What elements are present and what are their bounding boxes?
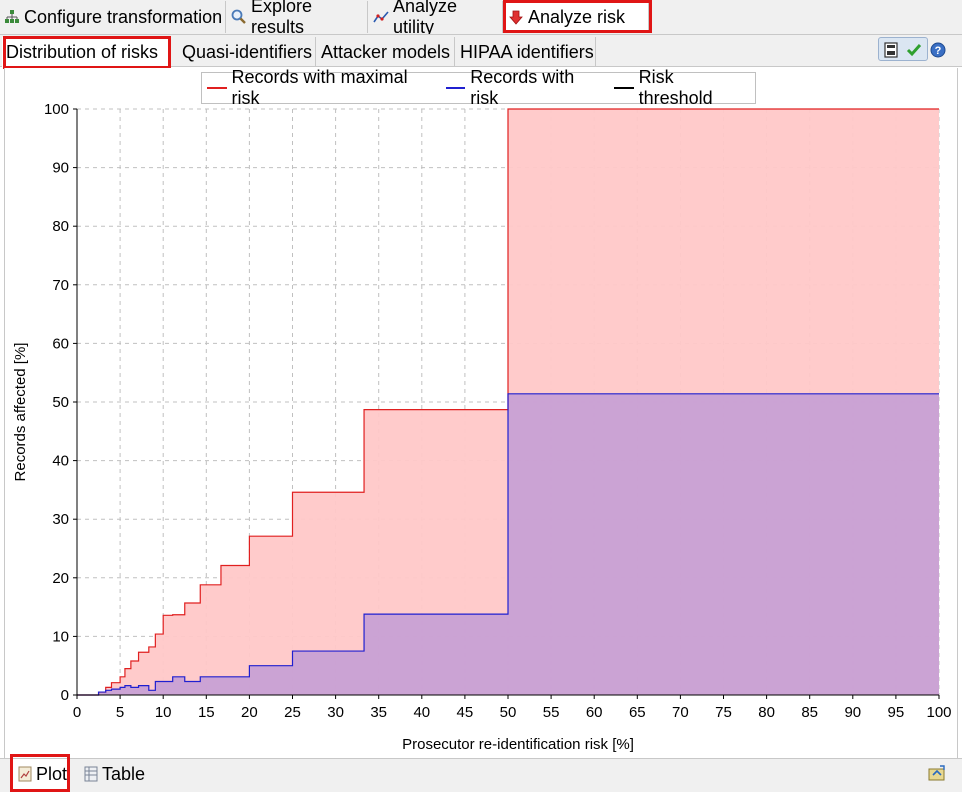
tab-label: Plot <box>36 763 68 784</box>
legend-label: Risk threshold <box>638 67 713 108</box>
tab-table[interactable]: Table <box>76 759 148 789</box>
tab-attacker-models[interactable]: Attacker models <box>317 37 455 67</box>
x-tick-label: 20 <box>241 704 258 721</box>
y-tick-label: 10 <box>52 628 69 645</box>
risk-line <box>77 393 939 696</box>
max-risk-line <box>77 108 939 696</box>
x-tick-label: 85 <box>801 704 818 721</box>
x-tick-label: 70 <box>672 704 689 721</box>
export-button[interactable] <box>928 765 946 781</box>
x-tick-label: 50 <box>500 704 517 721</box>
export-icon <box>928 765 945 781</box>
y-tick-label: 60 <box>52 335 69 352</box>
legend-swatch-risk <box>445 87 466 89</box>
x-tick-label: 65 <box>629 704 646 721</box>
magnifier-icon <box>231 9 246 24</box>
table-icon <box>84 766 98 782</box>
y-tick-label: 70 <box>52 277 69 294</box>
plot-icon <box>18 766 32 782</box>
tab-explore-results[interactable]: Explore results <box>227 0 368 37</box>
y-tick-label: 20 <box>52 570 69 587</box>
chart-legend: Records with maximal risk Records with r… <box>201 67 756 108</box>
view-mode-tab-bar: Plot Table <box>0 758 962 792</box>
legend-swatch-threshold <box>614 87 634 89</box>
legend-item-max-risk: Records with maximal risk <box>207 67 436 109</box>
x-tick-label: 0 <box>73 704 81 721</box>
x-axis-title: Prosecutor re-identification risk [%] <box>402 736 634 753</box>
x-tick-label: 40 <box>413 704 430 721</box>
perspective-tab-bar: Configure transformation Explore results… <box>0 0 962 37</box>
tab-label: Analyze utility <box>393 0 458 37</box>
y-tick-label: 80 <box>52 218 69 235</box>
risk-down-arrow-icon <box>509 10 523 25</box>
tab-label: Configure transformation <box>24 6 223 27</box>
legend-label: Records with risk <box>470 67 575 108</box>
tab-label: HIPAA identifiers <box>460 41 594 62</box>
tab-analyze-risk[interactable]: Analyze risk <box>504 1 649 33</box>
tab-label: Analyze risk <box>528 7 626 27</box>
tab-label: Explore results <box>251 0 313 37</box>
x-tick-label: 80 <box>758 704 775 721</box>
x-tick-label: 60 <box>586 704 603 721</box>
risk-view-tab-bar: Distribution of risks Quasi-identifiers … <box>0 35 962 67</box>
legend-swatch-max-risk <box>207 87 227 89</box>
tab-label: Distribution of risks <box>6 41 159 62</box>
tab-configure-transformation[interactable]: Configure transformation <box>0 1 226 33</box>
x-tick-label: 25 <box>284 704 301 721</box>
save-icon <box>884 42 898 58</box>
y-tick-label: 30 <box>52 511 69 528</box>
x-tick-label: 90 <box>844 704 861 721</box>
legend-item-threshold: Risk threshold <box>614 67 750 109</box>
x-tick-label: 15 <box>198 704 215 721</box>
y-tick-label: 90 <box>52 160 69 177</box>
transformation-tree-icon <box>5 10 19 23</box>
y-tick-label: 0 <box>61 687 69 704</box>
tab-quasi-identifiers[interactable]: Quasi-identifiers <box>178 37 316 67</box>
x-tick-label: 75 <box>715 704 732 721</box>
tab-hipaa-identifiers[interactable]: HIPAA identifiers <box>456 37 596 67</box>
tab-distribution-of-risks[interactable]: Distribution of risks <box>2 37 170 67</box>
legend-label: Records with maximal risk <box>231 67 408 108</box>
help-icon: ? <box>930 42 946 58</box>
tab-plot[interactable]: Plot <box>10 759 70 789</box>
utility-chart-icon <box>373 11 389 23</box>
save-button[interactable] <box>881 40 901 60</box>
apply-button[interactable] <box>904 40 924 60</box>
chart-canvas: 0 5 10 15 20 25 30 35 40 45 50 55 60 65 70 75 80 85 90 95 10… <box>12 101 952 753</box>
y-axis-title: Records affected [%] <box>12 343 29 482</box>
y-tick-label: 100 <box>44 101 69 118</box>
x-tick-label: 5 <box>116 704 124 721</box>
help-button[interactable]: ? <box>928 40 948 60</box>
y-tick-label: 40 <box>52 453 69 470</box>
tab-label: Table <box>102 763 146 784</box>
tab-label: Attacker models <box>321 41 451 62</box>
tab-analyze-utility[interactable]: Analyze utility <box>369 0 503 37</box>
x-tick-label: 35 <box>370 704 387 721</box>
x-tick-label: 100 <box>926 704 951 721</box>
y-tick-label: 50 <box>52 394 69 411</box>
x-tick-label: 30 <box>327 704 344 721</box>
tab-label: Quasi-identifiers <box>182 41 313 62</box>
x-tick-label: 45 <box>457 704 474 721</box>
x-tick-label: 95 <box>888 704 905 721</box>
x-tick-label: 55 <box>543 704 560 721</box>
legend-item-risk: Records with risk <box>445 67 604 109</box>
x-tick-label: 10 <box>155 704 172 721</box>
risk-distribution-chart: 0 5 10 15 20 25 30 35 40 45 50 55 60 65 70 75 80 85 90 95 10… <box>4 68 958 758</box>
checkmark-icon <box>906 44 922 57</box>
svg-text:?: ? <box>935 45 942 57</box>
